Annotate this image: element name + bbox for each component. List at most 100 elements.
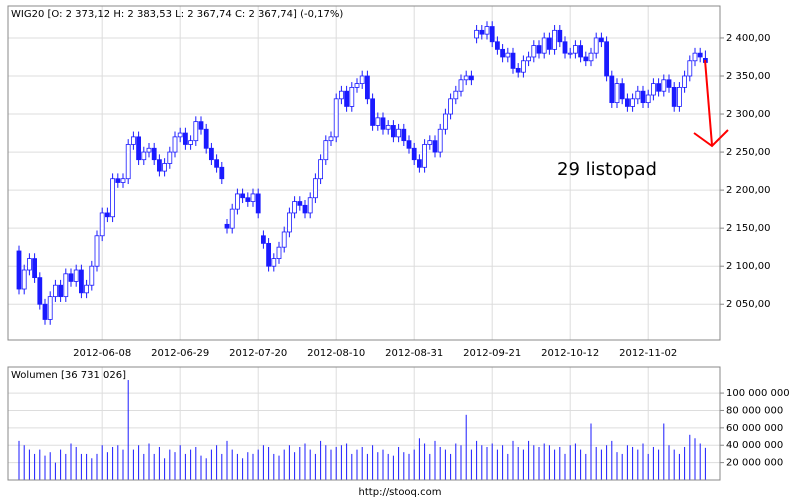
candle-body xyxy=(682,75,687,88)
candle-body xyxy=(281,231,287,248)
y-tick-label: 2 300,00 xyxy=(726,109,771,120)
candle-body xyxy=(276,246,282,259)
candle-body xyxy=(515,67,521,73)
candle-body xyxy=(193,121,199,142)
candle-body xyxy=(437,128,443,153)
candle-body xyxy=(68,273,74,282)
candle-body xyxy=(645,94,651,104)
y-tick-label: 40 000 000 xyxy=(726,440,783,451)
y-tick-label: 2 150,00 xyxy=(726,223,771,234)
candle-body xyxy=(484,26,490,35)
candle-body xyxy=(547,37,552,50)
x-tick-label: 2012-10-12 xyxy=(541,348,599,359)
candle-body xyxy=(250,193,256,202)
candle-body xyxy=(297,201,303,206)
candle-body xyxy=(599,37,604,43)
candle-body xyxy=(188,140,194,145)
candle-body xyxy=(333,98,339,138)
candle-body xyxy=(53,284,58,298)
candle-body xyxy=(349,87,355,107)
candle-body xyxy=(302,204,308,214)
candle-body xyxy=(489,26,495,43)
candle-body xyxy=(359,75,365,85)
chart-title: WIG20 [O: 2 373,12 H: 2 383,53 L: 2 367,… xyxy=(11,9,343,20)
candle-body xyxy=(203,128,209,149)
candle-body xyxy=(307,197,313,214)
candle-body xyxy=(396,128,402,138)
annotation: 29 listopad xyxy=(557,159,657,180)
candle-body xyxy=(214,159,220,168)
candle-body xyxy=(411,147,417,161)
candle-body xyxy=(63,273,69,298)
candle-body xyxy=(521,60,526,73)
candle-body xyxy=(198,121,204,130)
candle-body xyxy=(312,178,318,199)
candle-body xyxy=(167,151,173,164)
y-tick-label: 20 000 000 xyxy=(726,458,783,469)
candle-body xyxy=(370,98,376,126)
candle-body xyxy=(141,151,147,161)
y-tick-label: 2 250,00 xyxy=(726,147,771,158)
candle-body xyxy=(105,212,110,218)
candle-body xyxy=(453,90,459,100)
candle-body xyxy=(328,136,334,142)
candle-body xyxy=(182,132,188,145)
candle-body xyxy=(640,90,646,104)
candle-body xyxy=(604,41,609,77)
candle-body xyxy=(666,79,672,88)
candle-body xyxy=(84,284,89,294)
candle-body xyxy=(229,208,235,229)
candle-body xyxy=(536,45,542,54)
candle-body xyxy=(448,98,454,115)
y-tick-label: 2 350,00 xyxy=(726,71,771,82)
candle-body xyxy=(625,98,630,107)
y-tick-label: 2 100,00 xyxy=(726,261,771,272)
candle-body xyxy=(541,37,547,54)
candle-body xyxy=(552,29,557,50)
candle-body xyxy=(661,79,667,92)
volume-title: Wolumen [36 731 026] xyxy=(11,370,126,381)
candle-body xyxy=(479,29,485,35)
candle-body xyxy=(380,117,386,130)
candle-body xyxy=(234,193,240,210)
y-tick-label: 60 000 000 xyxy=(726,423,783,434)
candle-body xyxy=(609,75,615,104)
candle-body xyxy=(588,52,594,62)
candle-body xyxy=(416,159,422,168)
candle-body xyxy=(354,83,360,88)
candle-body xyxy=(286,212,292,233)
candle-body xyxy=(630,98,635,107)
y-tick-label: 100 000 000 xyxy=(726,388,790,399)
x-tick-label: 2012-09-21 xyxy=(463,348,521,359)
x-tick-label: 2012-08-10 xyxy=(307,348,365,359)
candle-body xyxy=(406,140,412,149)
candle-body xyxy=(156,159,162,172)
candle-body xyxy=(26,258,32,271)
candle-body xyxy=(422,144,428,168)
candle-body xyxy=(125,144,131,180)
candle-body xyxy=(37,277,43,305)
candle-body xyxy=(32,258,37,279)
candle-body xyxy=(99,212,105,237)
candle-body xyxy=(385,125,391,130)
candle-body xyxy=(318,159,324,180)
candle-body xyxy=(442,113,448,130)
candle-body xyxy=(177,132,183,138)
candle-body xyxy=(677,87,682,107)
candle-body xyxy=(463,75,469,81)
candle-body xyxy=(224,223,230,229)
candle-body xyxy=(245,197,251,202)
candle-body xyxy=(89,265,95,286)
price-panel xyxy=(7,5,721,341)
annotation-arrow xyxy=(693,59,729,148)
candle-body xyxy=(510,52,516,69)
candle-body xyxy=(427,140,433,145)
candle-body xyxy=(687,60,693,77)
x-tick-label: 2012-06-29 xyxy=(151,348,209,359)
y-tick-label: 2 050,00 xyxy=(726,299,771,310)
candle-body xyxy=(500,48,506,58)
candle-body xyxy=(162,163,168,172)
candle-body xyxy=(656,83,661,92)
